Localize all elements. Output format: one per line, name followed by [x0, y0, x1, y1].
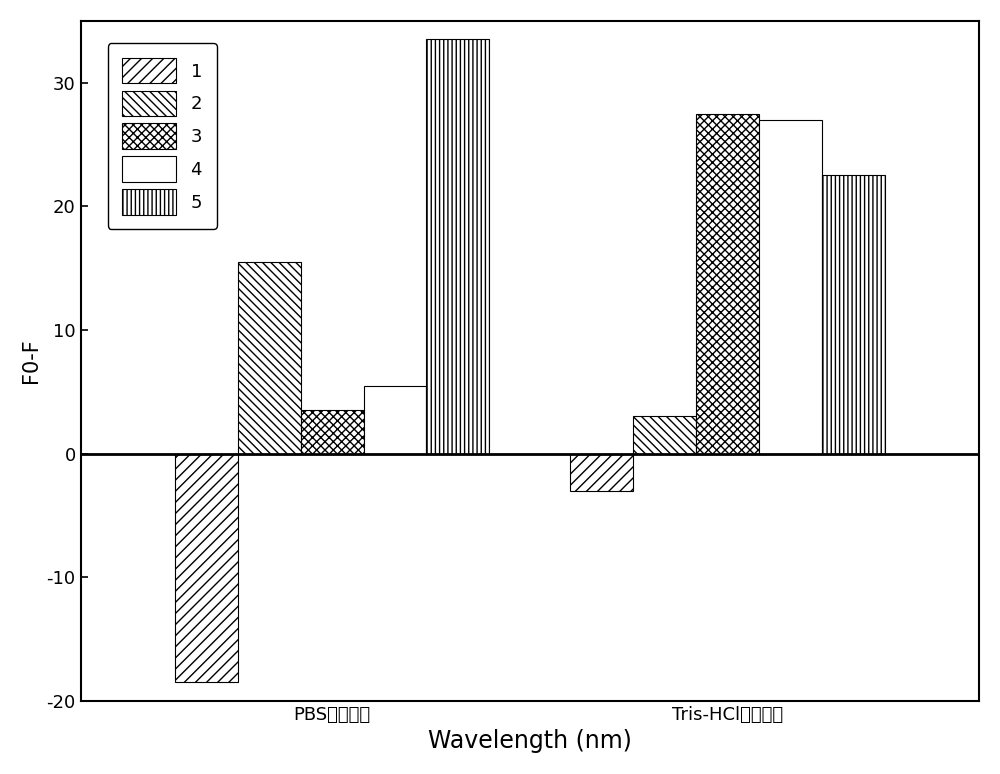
Legend: 1, 2, 3, 4, 5: 1, 2, 3, 4, 5: [108, 43, 217, 229]
Bar: [238, 262, 301, 454]
Y-axis label: F0-F: F0-F: [21, 338, 41, 383]
Bar: [822, 176, 885, 454]
Bar: [175, 454, 238, 682]
Bar: [426, 39, 489, 454]
Bar: [696, 114, 759, 454]
Bar: [301, 410, 364, 454]
Bar: [364, 385, 426, 454]
X-axis label: Wavelength (nm): Wavelength (nm): [428, 729, 632, 753]
Bar: [759, 120, 822, 454]
Bar: [570, 454, 633, 491]
Bar: [633, 416, 696, 454]
